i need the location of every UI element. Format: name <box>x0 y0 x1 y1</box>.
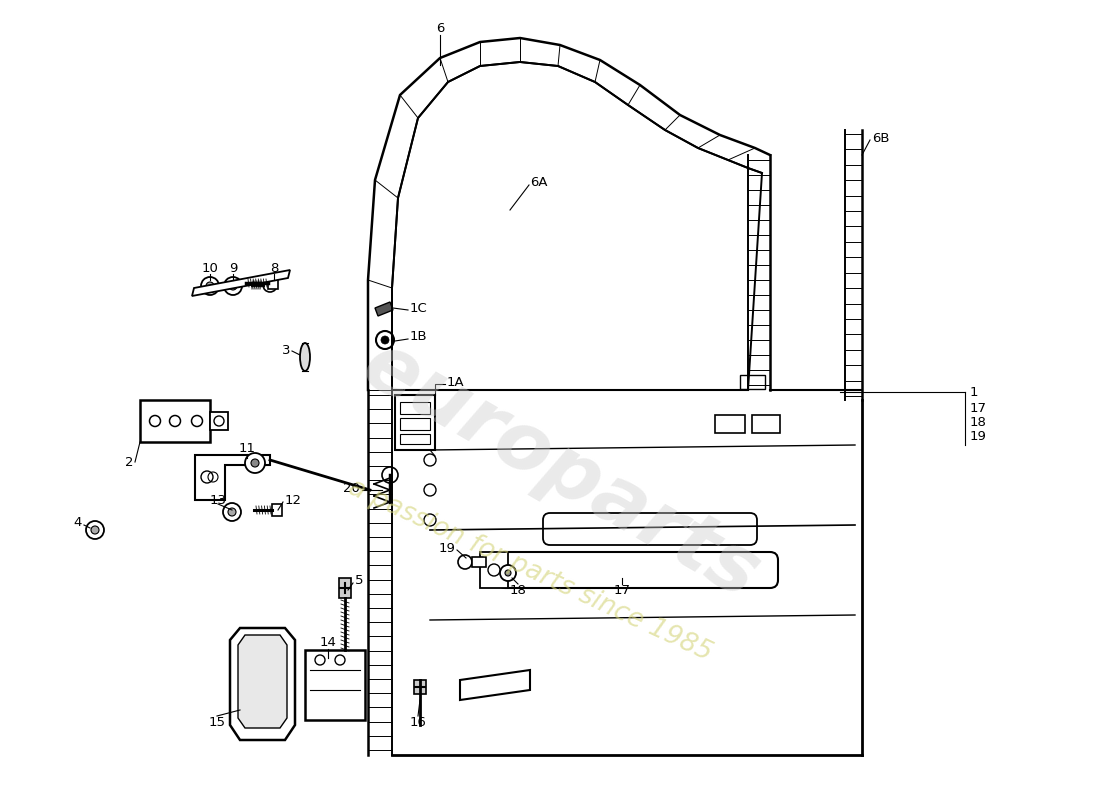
Bar <box>272 504 282 516</box>
Circle shape <box>500 565 516 581</box>
Polygon shape <box>238 635 287 728</box>
Polygon shape <box>192 270 290 296</box>
Text: 8: 8 <box>270 262 278 274</box>
Text: 18: 18 <box>970 415 987 429</box>
Text: 3: 3 <box>282 343 290 357</box>
Bar <box>305 650 365 720</box>
Text: 20: 20 <box>343 482 360 494</box>
Bar <box>268 277 278 289</box>
Bar <box>752 415 780 433</box>
Text: 10: 10 <box>201 262 219 274</box>
FancyBboxPatch shape <box>543 513 757 545</box>
Bar <box>480 552 508 588</box>
Circle shape <box>251 459 258 467</box>
Text: 18: 18 <box>509 583 527 597</box>
Text: 2: 2 <box>124 455 133 469</box>
Circle shape <box>223 503 241 521</box>
Bar <box>740 375 764 389</box>
Polygon shape <box>375 302 393 316</box>
Bar <box>400 418 430 430</box>
Bar <box>140 400 210 442</box>
Text: 16: 16 <box>409 715 427 729</box>
Circle shape <box>458 555 472 569</box>
Circle shape <box>245 453 265 473</box>
Circle shape <box>382 467 398 483</box>
Polygon shape <box>195 455 270 500</box>
FancyBboxPatch shape <box>497 552 778 588</box>
Circle shape <box>381 336 389 344</box>
Text: 15: 15 <box>209 715 226 729</box>
Circle shape <box>263 278 277 292</box>
Circle shape <box>505 570 512 576</box>
Text: europarts: europarts <box>348 325 772 615</box>
Circle shape <box>376 331 394 349</box>
Bar <box>715 415 745 433</box>
Text: 13: 13 <box>209 494 227 506</box>
Polygon shape <box>230 628 295 740</box>
Text: 1B: 1B <box>410 330 428 343</box>
Text: 14: 14 <box>320 637 337 650</box>
Circle shape <box>228 508 236 516</box>
Text: 11: 11 <box>239 442 255 454</box>
Bar <box>400 434 430 444</box>
Text: 1C: 1C <box>410 302 428 314</box>
Text: 19: 19 <box>970 430 987 442</box>
Text: 17: 17 <box>614 583 630 597</box>
Text: a passion for parts since 1985: a passion for parts since 1985 <box>344 474 716 666</box>
Text: 4: 4 <box>74 517 82 530</box>
Circle shape <box>86 521 104 539</box>
Bar <box>395 395 434 450</box>
Text: 6A: 6A <box>530 175 548 189</box>
Text: 9: 9 <box>229 262 238 274</box>
Bar <box>472 557 486 567</box>
Circle shape <box>201 277 219 295</box>
Circle shape <box>229 282 236 290</box>
Polygon shape <box>460 670 530 700</box>
Text: 19: 19 <box>438 542 455 554</box>
Bar <box>400 402 430 414</box>
Circle shape <box>206 282 214 290</box>
Bar <box>210 412 228 430</box>
Text: 6B: 6B <box>872 131 890 145</box>
Text: 12: 12 <box>285 494 303 506</box>
Text: 17: 17 <box>970 402 987 414</box>
Text: 1A: 1A <box>447 375 464 389</box>
Text: 1: 1 <box>970 386 979 398</box>
Bar <box>339 578 351 598</box>
Circle shape <box>224 277 242 295</box>
Ellipse shape <box>300 343 310 371</box>
Circle shape <box>91 526 99 534</box>
Text: 5: 5 <box>355 574 363 586</box>
Text: 6: 6 <box>436 22 444 34</box>
Bar <box>414 680 426 694</box>
